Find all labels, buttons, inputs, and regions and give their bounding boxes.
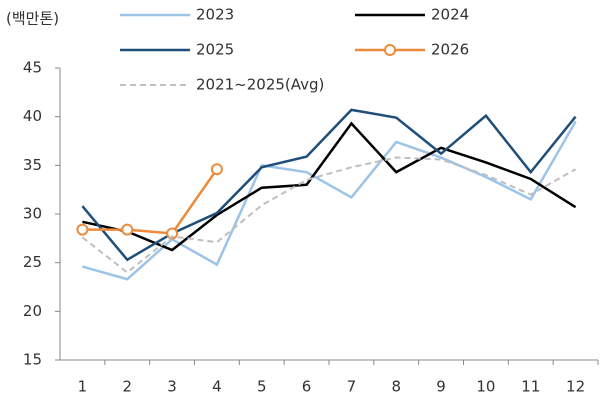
x-tick-label: 9 <box>436 378 446 396</box>
x-tick-label: 12 <box>566 378 585 396</box>
x-tick-label: 1 <box>78 378 88 396</box>
x-tick-label: 10 <box>476 378 495 396</box>
legend-label: 2024 <box>431 6 469 24</box>
series-line <box>82 168 218 235</box>
x-tick-label: 6 <box>302 378 312 396</box>
x-tick-label: 8 <box>391 378 401 396</box>
x-tick-label: 2 <box>122 378 132 396</box>
series-line <box>81 156 577 274</box>
x-tick-label: 5 <box>257 378 267 396</box>
y-tick-label: 35 <box>23 156 42 174</box>
y-tick-label: 40 <box>23 107 42 125</box>
x-tick-label: 4 <box>212 378 222 396</box>
y-axis-label: (백만톤) <box>6 10 59 28</box>
y-tick-label: 45 <box>23 59 42 77</box>
y-tick-label: 25 <box>23 253 42 271</box>
x-tick-label: 3 <box>167 378 177 396</box>
series-line <box>81 108 577 262</box>
legend-label: 2026 <box>431 41 469 59</box>
series-line <box>82 121 577 252</box>
y-tick-label: 20 <box>23 302 42 320</box>
legend-marker <box>384 44 396 56</box>
legend-label: 2021~2025(Avg) <box>196 76 324 94</box>
x-tick-label: 11 <box>521 378 540 396</box>
point <box>210 163 223 176</box>
x-tick-label: 7 <box>347 378 357 396</box>
point <box>166 227 179 240</box>
legend-label: 2023 <box>196 6 234 24</box>
legend-label: 2025 <box>196 41 234 59</box>
y-tick-label: 15 <box>23 351 42 369</box>
series-line <box>82 120 577 281</box>
y-tick-label: 30 <box>23 205 42 223</box>
point <box>76 223 89 236</box>
point <box>121 223 134 236</box>
